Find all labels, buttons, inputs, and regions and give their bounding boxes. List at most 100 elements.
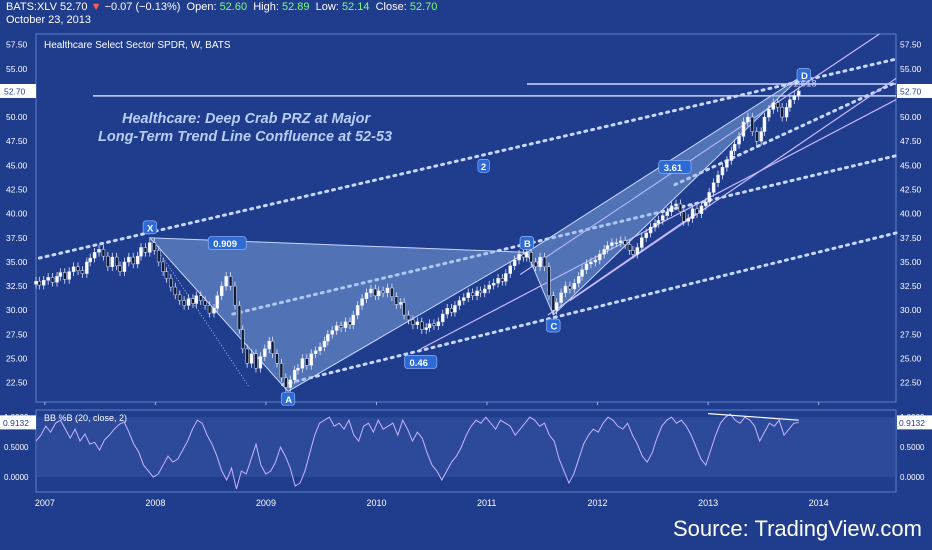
candle-body [131,256,136,265]
source-label: Source: TradingView.com [672,516,922,541]
high-label: High: [253,1,279,13]
candle-body [394,296,399,305]
candle-body [152,242,157,251]
candle-body [614,242,619,244]
candle-body [376,290,381,297]
candle-body [775,102,780,108]
candle-body [351,314,355,325]
candle-body [385,287,390,294]
candle-body [399,302,403,305]
ratio-label: 0.909 [213,239,237,250]
osc-y-tick-right: 0.0000 [900,473,925,482]
candle-body [173,286,178,296]
point-label-a: A [285,395,292,406]
candle-body [732,143,737,152]
candle-body [186,298,191,306]
candle-body [339,325,343,328]
candle-body [784,107,789,118]
candle-body [584,263,589,270]
candle-body [313,350,318,354]
candle-body [292,369,297,381]
candle-body [432,323,436,326]
candle-body [720,167,725,176]
candle-body [194,295,199,304]
point-label-b-bg [519,235,534,250]
ratio-label-bg [404,355,438,369]
symbol-label: BATS:XLV [6,1,57,13]
y-tick-right: 25.00 [900,354,922,364]
candle-body [508,265,512,274]
candle-body [296,367,300,371]
y-tick-left: 45.00 [6,160,28,170]
candle-body [427,323,432,328]
candle-body [759,131,763,142]
last-price-tag-left: 52.70 [4,86,26,96]
candle-body [496,278,500,284]
candle-body [746,116,750,123]
last-price-tag-bg [897,83,932,98]
candle-body [487,284,491,290]
candle-body [644,232,648,239]
last-price-tag: 52.70 [900,86,922,96]
candle-body [67,271,71,280]
candle-body [631,250,635,255]
last-price-label: 52.70 [60,1,88,13]
candle-body [249,353,254,364]
candle-body [55,276,59,283]
candle-body [445,308,449,315]
candle-body [161,261,165,272]
candle-body [661,215,665,221]
osc-last-tag-bg [897,415,932,430]
y-tick-left: 47.50 [6,136,28,146]
candle-body [219,285,224,297]
close-value: 52.70 [409,1,438,13]
candle-body [318,346,322,352]
candle-body [254,353,258,369]
open-value: 52.60 [219,1,248,13]
candle-body [538,256,542,268]
y-tick-left: 42.50 [6,185,28,195]
candle-body [605,245,610,250]
candle-body [135,255,140,265]
candle-body [106,255,110,268]
y-tick-right: 30.00 [900,305,922,315]
candle-body [237,305,242,330]
y-tick-right: 40.00 [900,209,922,219]
candle-body [169,278,173,288]
candle-body [288,379,292,388]
point-label-d: D [801,71,808,82]
point-label-b: B [524,239,531,250]
osc-last-tag-left: 0.9132 [3,418,29,428]
candle-body [466,292,470,298]
candle-body [572,282,577,290]
candle-body [563,285,568,294]
candle-body [114,256,119,267]
osc-y-tick-right: 0.5000 [900,443,925,452]
candle-body [559,292,563,303]
divergence-line [708,412,799,421]
osc-y-tick-left: 0.0000 [4,473,29,482]
candle-body [640,237,644,248]
channel-inner [547,208,703,316]
candle-body [542,256,547,268]
candle-body [449,308,454,313]
candle-body [547,266,551,297]
x-tick-label: 2013 [698,498,718,508]
y-tick-left: 50.00 [6,112,28,122]
y-tick-right: 37.50 [900,233,922,243]
candle-body [686,218,690,222]
candle-body [177,294,182,301]
candle-body [279,363,284,379]
last-price-tag-left-bg [0,83,36,98]
candle-body [343,321,348,328]
candle-body [729,150,734,161]
y-tick-left: 40.00 [6,209,28,219]
candle-body [245,348,249,364]
candle-body [263,348,267,357]
candle-body [554,302,559,311]
bb-band-fill [36,417,896,478]
candle-body [674,203,678,207]
candle-body [415,321,420,325]
ratio-label: 1.618 [793,78,817,89]
